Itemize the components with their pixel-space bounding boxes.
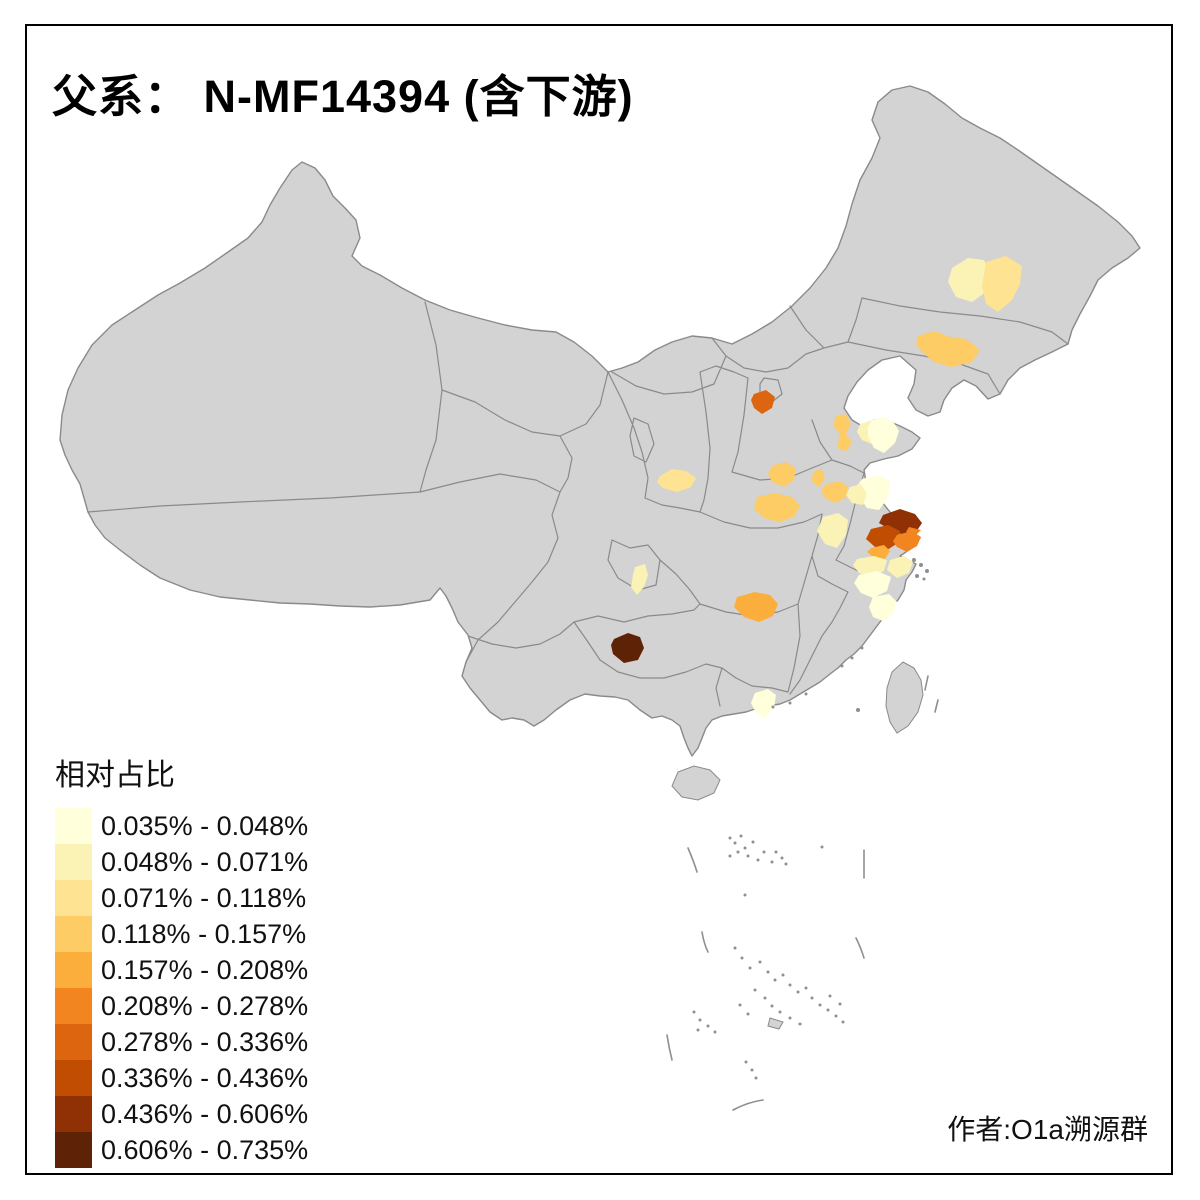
legend-rows: 0.035% - 0.048% 0.048% - 0.071% 0.071% - 0… [55, 808, 308, 1168]
legend-label-3: 0.071% - 0.118% [101, 883, 307, 913]
region-shanghai-chongming [906, 527, 921, 535]
legend-label-1: 0.035% - 0.048% [101, 811, 309, 841]
choropleth-regions [611, 256, 1022, 718]
author-credit: 作者:O1a溯源群 [947, 1114, 1148, 1145]
region-shanghai [893, 531, 921, 552]
china-outline [59, 85, 1141, 757]
region-hunan-northeast [734, 592, 778, 622]
legend-swatch-6 [55, 988, 92, 1024]
legend-swatch-4 [55, 916, 92, 952]
region-shandong-central [833, 414, 852, 451]
region-henan-north [768, 462, 796, 487]
legend-label-5: 0.157% - 0.208% [101, 955, 309, 985]
legend-label-9: 0.436% - 0.606% [101, 1099, 309, 1129]
legend-row-4: 0.118% - 0.157% [55, 916, 308, 952]
legend-swatch-7 [55, 1024, 92, 1060]
page-title: 父系： N-MF14394 (含下游) [52, 71, 634, 122]
legend-swatch-8 [55, 1060, 92, 1096]
hainan-island [671, 765, 721, 801]
legend-row-8: 0.336% - 0.436% [55, 1060, 308, 1096]
region-jiangsu-northwest [846, 484, 867, 505]
legend-label-10: 0.606% - 0.735% [101, 1135, 309, 1165]
legend-label-8: 0.336% - 0.436% [101, 1063, 309, 1093]
legend-swatch-9 [55, 1096, 92, 1132]
legend-title: 相对占比 [55, 759, 175, 792]
south-china-sea-islets [666, 834, 865, 1111]
islands [671, 558, 939, 801]
region-zhejiang-ningbo [887, 556, 913, 578]
region-hebei-central [751, 390, 775, 414]
region-jiangsu-suzhou-wuxi [866, 525, 900, 550]
region-guangdong-north [751, 689, 776, 718]
region-heilongjiang-harbin [982, 256, 1022, 312]
legend-swatch-1 [55, 808, 92, 844]
region-henan-east-small [811, 469, 825, 487]
region-henan-east-large [821, 481, 848, 503]
legend-row-7: 0.278% - 0.336% [55, 1024, 308, 1060]
region-heilongjiang-west [948, 258, 990, 302]
legend-swatch-3 [55, 880, 92, 916]
region-liaoning-south [916, 331, 980, 367]
legend-row-2: 0.048% - 0.071% [55, 844, 308, 880]
coastal-islets [771, 558, 939, 713]
legend-row-6: 0.208% - 0.278% [55, 988, 308, 1024]
legend-swatch-10 [55, 1132, 92, 1168]
region-zhejiang-central-pale [854, 571, 891, 598]
legend: 相对占比 0.035% - 0.048% 0.048% - 0.071% 0.071… [55, 750, 308, 1168]
legend-row-3: 0.071% - 0.118% [55, 880, 308, 916]
region-chongqing-small [631, 564, 648, 595]
legend-row-9: 0.436% - 0.606% [55, 1096, 308, 1132]
region-shaanxi-central [657, 469, 696, 492]
mainland [59, 85, 1141, 757]
region-zhejiang-jiaxing [867, 545, 890, 559]
taiwan-island [885, 661, 924, 734]
legend-label-7: 0.278% - 0.336% [101, 1027, 309, 1057]
legend-label-2: 0.048% - 0.071% [101, 847, 309, 877]
legend-swatch-5 [55, 952, 92, 988]
legend-swatch-2 [55, 844, 92, 880]
legend-label-6: 0.208% - 0.278% [101, 991, 309, 1021]
region-zhejiang-taizhou [869, 594, 897, 621]
legend-row-5: 0.157% - 0.208% [55, 952, 308, 988]
legend-label-4: 0.118% - 0.157% [101, 919, 307, 949]
region-shandong-peninsula-east [868, 417, 899, 453]
region-henan-south [754, 493, 800, 522]
legend-row-10: 0.606% - 0.735% [55, 1132, 308, 1168]
region-anhui-central [817, 513, 848, 548]
region-guizhou-north [611, 633, 644, 663]
region-jiangsu-north-pale [857, 475, 890, 510]
legend-row-1: 0.035% - 0.048% [55, 808, 308, 844]
